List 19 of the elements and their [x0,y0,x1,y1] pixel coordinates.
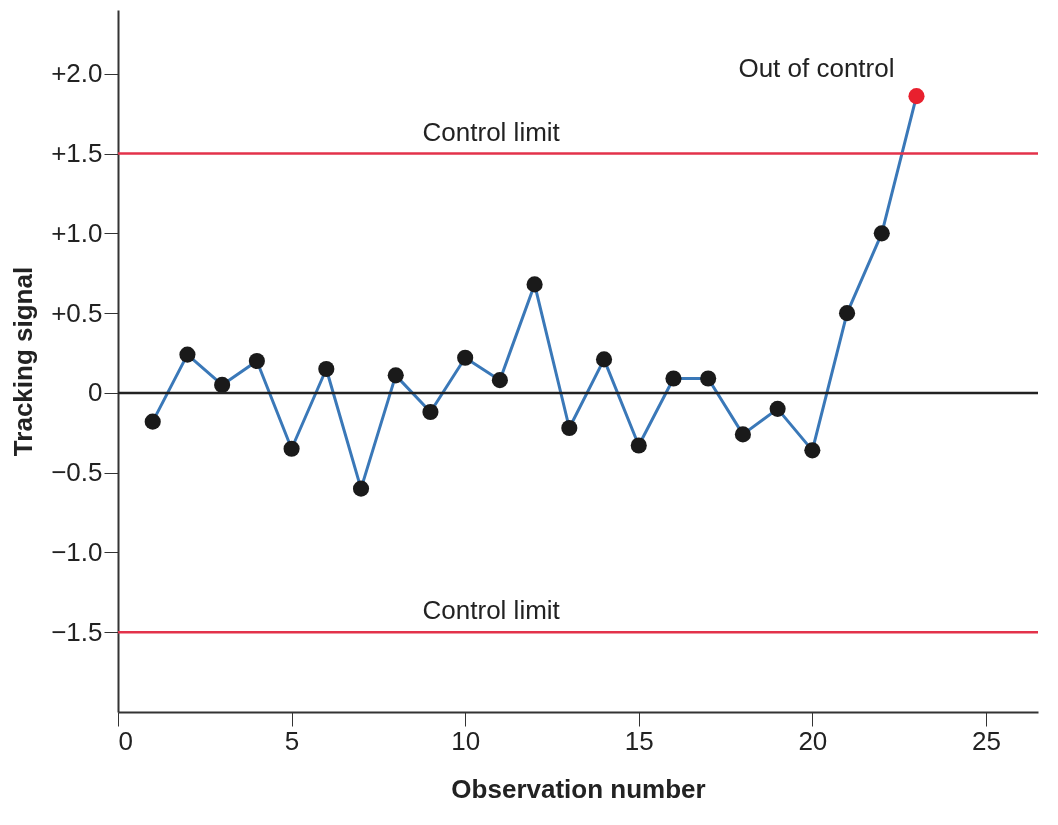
ref-line-label: Control limit [422,595,561,626]
x-tick-label: 0 [118,725,133,756]
ref-line-label: Control limit [422,116,561,147]
y-tick-label: +1.5 [51,138,103,169]
x-tick-label: 5 [284,725,300,756]
y-tick-label: +2.0 [51,58,103,89]
y-tick-label: −1.0 [51,536,103,567]
y-tick-label: +1.0 [51,217,103,248]
y-tick-label: −1.5 [51,616,103,647]
x-axis-title: Observation number [451,773,706,804]
y-tick-label: −0.5 [51,457,103,488]
x-tick-label: 20 [798,725,828,756]
annotation: Out of control [738,53,895,84]
x-tick-label: 25 [971,725,1001,756]
x-tick-label: 15 [624,725,654,756]
y-tick-label: +0.5 [51,297,103,328]
y-axis-title: Tracking signal [8,266,39,457]
y-tick-label: 0 [88,377,103,408]
x-tick-label: 10 [451,725,481,756]
